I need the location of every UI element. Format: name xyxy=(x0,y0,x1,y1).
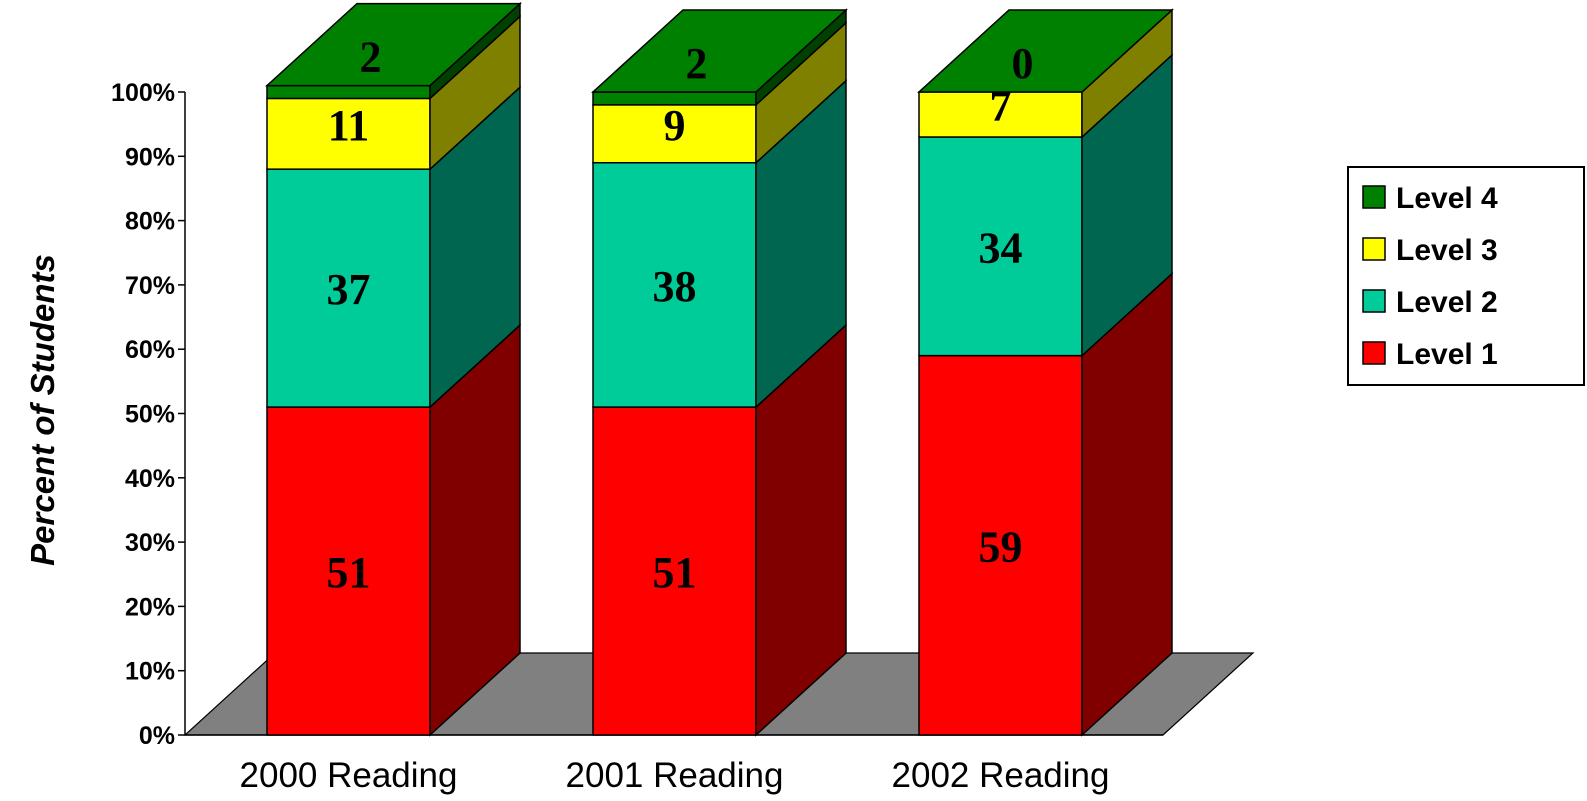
bar-front-face xyxy=(592,161,757,408)
bar-2000-reading xyxy=(265,1,522,737)
x-axis-ticks: 2000 Reading 2001 Reading 2002 Reading xyxy=(240,756,1110,795)
y-tick-label: 40% xyxy=(125,465,175,493)
legend-box xyxy=(1347,166,1585,386)
bar-segment-level-1-2001-reading xyxy=(592,323,847,737)
bar-top-face xyxy=(591,9,848,93)
legend-label: Level 4 xyxy=(1396,182,1498,215)
legend-item-level-4: Level 4 xyxy=(1362,182,1498,215)
x-tick-label: 2000 Reading xyxy=(240,756,458,795)
y-axis-label: Percent of Students xyxy=(24,254,61,566)
legend-item-level-1: Level 1 xyxy=(1362,338,1498,371)
data-label-level-4-2000-reading: 2 xyxy=(360,33,382,82)
bar-segment-level-2-2001-reading xyxy=(592,79,847,409)
y-tick-label: 90% xyxy=(125,143,175,171)
bar-front-face xyxy=(266,168,431,408)
data-label-level-1-2002-reading: 59 xyxy=(979,522,1023,571)
legend-item-level-2: Level 2 xyxy=(1362,286,1498,319)
legend-label: Level 2 xyxy=(1396,286,1498,319)
legend-swatch xyxy=(1362,289,1386,313)
y-tick-label: 10% xyxy=(125,658,175,686)
bar-top-face xyxy=(265,2,522,87)
y-tick-label: 30% xyxy=(125,529,175,557)
y-tick-label: 80% xyxy=(125,208,175,236)
data-label-level-1-2001-reading: 51 xyxy=(653,548,697,597)
legend: Level 4 Level 3 Level 2 Level 1 xyxy=(1347,166,1585,386)
y-axis-ticks: 0% 10% 20% 30% 40% 50% 60% 70% 80% 90% 100% xyxy=(111,79,185,750)
bar-front-face xyxy=(266,97,431,170)
bar-front-face xyxy=(918,354,1083,736)
data-label-level-3-2000-reading: 11 xyxy=(328,101,370,150)
bar-segment-level-3-2001-reading xyxy=(592,21,847,165)
data-label-level-1-2000-reading: 51 xyxy=(327,548,371,597)
legend-swatch xyxy=(1362,185,1386,209)
bar-front-face xyxy=(266,84,431,100)
data-label-level-2-2001-reading: 38 xyxy=(653,262,697,311)
bar-segment-level-3-2002-reading xyxy=(918,8,1173,139)
legend-label: Level 3 xyxy=(1396,234,1498,267)
data-label-level-4-2001-reading: 2 xyxy=(686,39,708,88)
chart-bars xyxy=(265,1,1174,737)
bar-segment-level-2-2002-reading xyxy=(918,53,1173,358)
data-label-level-3-2002-reading: 7 xyxy=(990,82,1012,131)
legend-swatch xyxy=(1362,341,1386,365)
y-tick-label: 20% xyxy=(125,593,175,621)
y-tick-label: 60% xyxy=(125,336,175,364)
data-label-level-2-2002-reading: 34 xyxy=(979,223,1023,272)
legend-item-level-3: Level 3 xyxy=(1362,234,1498,267)
data-label-level-3-2001-reading: 9 xyxy=(664,101,686,150)
y-tick-label: 0% xyxy=(139,722,175,750)
bar-top-face xyxy=(917,9,1174,93)
y-tick-label: 70% xyxy=(125,272,175,300)
bar-segment-level-2-2000-reading xyxy=(266,85,521,409)
bar-2001-reading xyxy=(591,8,848,737)
bar-segment-level-1-2002-reading xyxy=(918,271,1173,737)
data-label-level-4-2002-reading: 0 xyxy=(1012,39,1034,88)
y-tick-label: 50% xyxy=(125,401,175,429)
x-tick-label: 2001 Reading xyxy=(566,756,784,795)
y-tick-label: 100% xyxy=(111,79,175,107)
legend-label: Level 1 xyxy=(1396,338,1498,371)
bar-front-face xyxy=(266,406,431,736)
bar-2002-reading xyxy=(917,8,1174,737)
legend-swatch xyxy=(1362,237,1386,261)
data-label-level-2-2000-reading: 37 xyxy=(327,265,371,314)
x-tick-label: 2002 Reading xyxy=(892,756,1110,795)
bar-front-face xyxy=(592,406,757,736)
